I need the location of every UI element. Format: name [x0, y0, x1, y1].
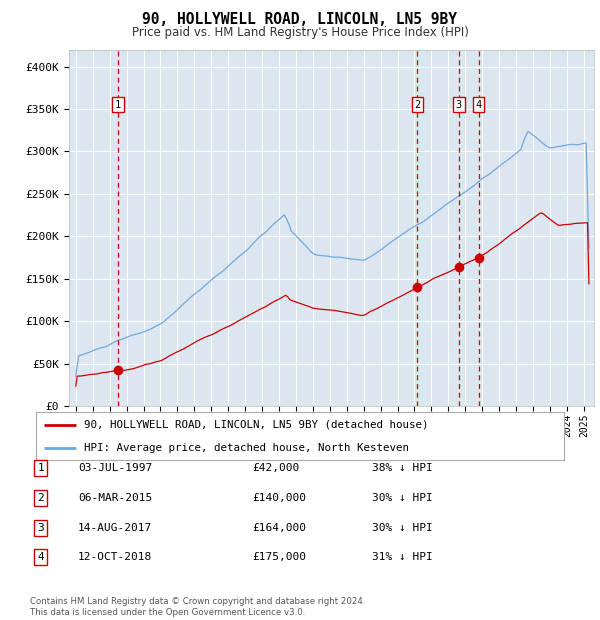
- Text: Price paid vs. HM Land Registry's House Price Index (HPI): Price paid vs. HM Land Registry's House …: [131, 26, 469, 39]
- Text: £175,000: £175,000: [252, 552, 306, 562]
- Text: 3: 3: [456, 100, 462, 110]
- Text: 4: 4: [37, 552, 44, 562]
- Text: 12-OCT-2018: 12-OCT-2018: [78, 552, 152, 562]
- Text: Contains HM Land Registry data © Crown copyright and database right 2024.
This d: Contains HM Land Registry data © Crown c…: [30, 598, 365, 617]
- Text: HPI: Average price, detached house, North Kesteven: HPI: Average price, detached house, Nort…: [83, 443, 409, 453]
- Text: 1: 1: [37, 463, 44, 473]
- Text: 90, HOLLYWELL ROAD, LINCOLN, LN5 9BY (detached house): 90, HOLLYWELL ROAD, LINCOLN, LN5 9BY (de…: [83, 420, 428, 430]
- Text: 06-MAR-2015: 06-MAR-2015: [78, 493, 152, 503]
- Text: £164,000: £164,000: [252, 523, 306, 533]
- Text: 30% ↓ HPI: 30% ↓ HPI: [372, 523, 433, 533]
- Text: 38% ↓ HPI: 38% ↓ HPI: [372, 463, 433, 473]
- Text: 2: 2: [37, 493, 44, 503]
- Text: 90, HOLLYWELL ROAD, LINCOLN, LN5 9BY: 90, HOLLYWELL ROAD, LINCOLN, LN5 9BY: [143, 12, 458, 27]
- Text: 2: 2: [414, 100, 421, 110]
- Text: 1: 1: [115, 100, 121, 110]
- Text: 14-AUG-2017: 14-AUG-2017: [78, 523, 152, 533]
- Text: £140,000: £140,000: [252, 493, 306, 503]
- Text: 31% ↓ HPI: 31% ↓ HPI: [372, 552, 433, 562]
- Text: £42,000: £42,000: [252, 463, 299, 473]
- Text: 03-JUL-1997: 03-JUL-1997: [78, 463, 152, 473]
- Text: 4: 4: [476, 100, 482, 110]
- Text: 30% ↓ HPI: 30% ↓ HPI: [372, 493, 433, 503]
- Text: 3: 3: [37, 523, 44, 533]
